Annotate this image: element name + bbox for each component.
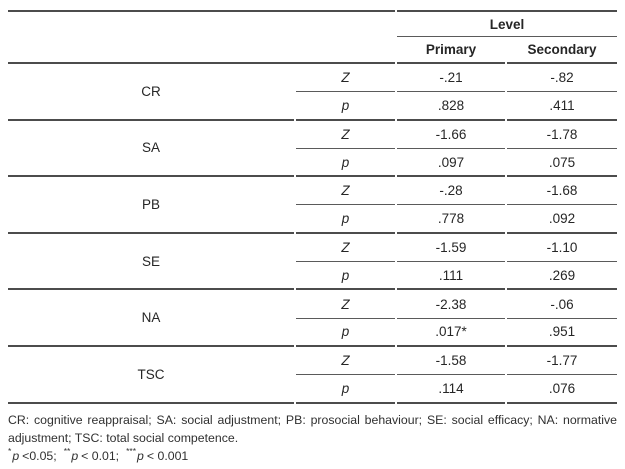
z-value-primary: -1.58	[397, 347, 505, 376]
stat-label-z: Z	[296, 121, 395, 149]
significance-item: ***p < 0.001	[126, 446, 189, 463]
stat-label-p: p	[296, 319, 395, 347]
stat-label-p: p	[296, 92, 395, 121]
col-header-primary: Primary	[397, 37, 505, 64]
p-value-secondary: .092	[507, 205, 617, 234]
table-row: CR Z -.21 -.82	[8, 64, 617, 121]
p-value-secondary: .075	[507, 149, 617, 178]
measure-label: CR	[8, 64, 294, 121]
header-spacer	[8, 37, 395, 64]
p-symbol: p	[137, 448, 144, 463]
z-value-primary: -.28	[397, 177, 505, 206]
table-row: SE Z -1.59 -1.10	[8, 234, 617, 291]
p-value-primary: .778	[397, 205, 505, 234]
abbreviations-note: CR: cognitive reappraisal; SA: social ad…	[8, 411, 617, 447]
p-symbol: p	[12, 448, 20, 463]
p-symbol: p	[71, 448, 79, 463]
col-header-secondary: Secondary	[507, 37, 617, 64]
z-value-secondary: -1.78	[507, 121, 617, 149]
z-value-secondary: -.06	[507, 290, 617, 319]
stat-label-z: Z	[296, 234, 395, 263]
z-value-primary: -1.59	[397, 234, 505, 263]
stat-label-p: p	[296, 205, 395, 234]
z-value-secondary: -1.77	[507, 347, 617, 376]
measure-label: SE	[8, 234, 294, 291]
significance-threshold: <0.05;	[22, 448, 57, 463]
z-value-primary: -1.66	[397, 121, 505, 149]
abbreviations-line1: CR: cognitive reappraisal; SA: social ad…	[8, 412, 617, 427]
table-row: TSC Z -1.58 -1.77	[8, 347, 617, 404]
table-row: NA Z -2.38 -.06	[8, 290, 617, 347]
table-row: p .828 .411	[8, 92, 617, 121]
significance-stars: ***	[126, 446, 137, 457]
p-value-primary: .017*	[397, 319, 505, 347]
table-row: PB Z -.28 -1.68	[8, 177, 617, 234]
table-row: p .778 .092	[8, 205, 617, 234]
p-value-primary: .111	[397, 262, 505, 291]
z-value-secondary: -1.68	[507, 177, 617, 206]
p-value-primary: .097	[397, 149, 505, 178]
measure-label: NA	[8, 290, 294, 347]
measure-label: TSC	[8, 347, 294, 404]
p-value-secondary: .269	[507, 262, 617, 291]
table-row: p .017* .951	[8, 319, 617, 347]
header-row-columns: Primary Secondary	[8, 37, 617, 64]
table-row: p .097 .075	[8, 149, 617, 178]
measure-label: SA	[8, 121, 294, 178]
level-header: Level	[397, 10, 617, 37]
measure-label: PB	[8, 177, 294, 234]
stat-label-z: Z	[296, 347, 395, 376]
p-value-primary: .828	[397, 92, 505, 121]
significance-threshold: < 0.01;	[81, 448, 120, 463]
stat-label-z: Z	[296, 290, 395, 319]
p-value-secondary: .411	[507, 92, 617, 121]
stat-label-p: p	[296, 262, 395, 291]
significance-threshold: < 0.001	[146, 448, 189, 463]
significance-item: **p < 0.01;	[63, 446, 120, 463]
stat-label-p: p	[296, 149, 395, 178]
z-value-secondary: -.82	[507, 64, 617, 93]
z-value-primary: -2.38	[397, 290, 505, 319]
abbreviations-line2: adjustment; TSC: total social competence…	[8, 430, 239, 445]
table-row: p .111 .269	[8, 262, 617, 291]
header-spacer	[8, 10, 395, 37]
stat-label-z: Z	[296, 64, 395, 93]
table-row: SA Z -1.66 -1.78	[8, 121, 617, 178]
significance-item: *p <0.05;	[8, 446, 57, 463]
significance-stars: *	[8, 446, 12, 457]
significance-stars: **	[63, 446, 71, 457]
stat-label-z: Z	[296, 177, 395, 206]
table-row: p .114 .076	[8, 375, 617, 404]
p-value-secondary: .076	[507, 375, 617, 404]
stats-table: Level Primary Secondary CR Z -.21 -.82 p…	[6, 10, 619, 404]
significance-note: *p <0.05; **p < 0.01; ***p < 0.001	[8, 446, 617, 465]
p-value-secondary: .951	[507, 319, 617, 347]
header-row-level: Level	[8, 10, 617, 37]
z-value-secondary: -1.10	[507, 234, 617, 263]
z-value-primary: -.21	[397, 64, 505, 93]
stat-label-p: p	[296, 375, 395, 404]
p-value-primary: .114	[397, 375, 505, 404]
